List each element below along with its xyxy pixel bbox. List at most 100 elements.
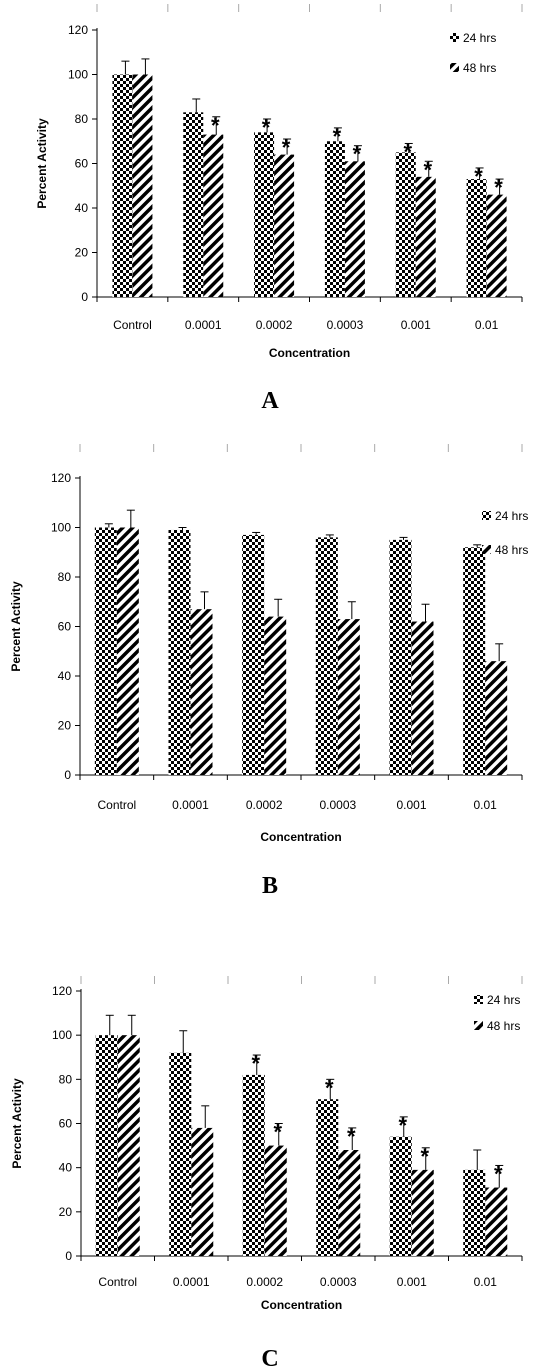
y-tick-label: 100 xyxy=(68,68,88,82)
y-tick-label: 40 xyxy=(58,669,72,683)
bar-48hrs xyxy=(485,661,508,775)
bar-24hrs xyxy=(389,1136,412,1256)
bar-24hrs xyxy=(94,527,117,775)
x-tick-label: 0.01 xyxy=(474,1275,498,1289)
panel-b: 0 20 40 60 80 100 120 Control 0.0001 0.0002 0.0003… xyxy=(0,440,541,900)
significance-star: * xyxy=(353,142,362,167)
y-tick-label: 20 xyxy=(75,246,89,260)
x-axis-title: Concentration xyxy=(269,346,350,360)
significance-star: * xyxy=(273,1120,282,1145)
bar-48hrs xyxy=(274,154,295,297)
significance-star: * xyxy=(262,115,271,140)
x-tick-label: 0.001 xyxy=(397,1275,427,1289)
significance-star: * xyxy=(403,139,412,164)
y-tick-label: 80 xyxy=(59,1072,73,1086)
significance-star: * xyxy=(494,175,503,200)
y-tick-label: 60 xyxy=(58,620,72,634)
x-tick-label: 0.0003 xyxy=(319,798,356,812)
bar-48hrs xyxy=(264,616,287,775)
significance-star: * xyxy=(420,1144,429,1169)
y-tick-label: 0 xyxy=(64,768,71,782)
x-tick-label: 0.01 xyxy=(475,318,499,332)
bar-24hrs xyxy=(183,112,204,297)
bar-48hrs xyxy=(203,134,224,297)
y-tick-label: 20 xyxy=(59,1205,73,1219)
panel-label: C xyxy=(261,1346,278,1372)
bar-24hrs xyxy=(169,1052,192,1256)
bar-24hrs xyxy=(112,74,133,297)
legend-swatch-48hrs xyxy=(482,545,491,554)
legend-label: 48 hrs xyxy=(487,1019,520,1033)
significance-star: * xyxy=(423,157,432,182)
x-tick-label: 0.0003 xyxy=(327,318,364,332)
bar-48hrs xyxy=(338,1150,361,1256)
legend-label: 48 hrs xyxy=(495,543,528,557)
panel-a: 0 20 40 60 80 100 120 Control * 0.0001 * * 0.0002 * * 0… xyxy=(0,0,541,430)
y-tick-label: 60 xyxy=(59,1117,73,1131)
y-tick-label: 120 xyxy=(51,471,71,485)
bar-24hrs xyxy=(389,539,412,775)
panel-label: B xyxy=(262,873,278,899)
legend-label: 48 hrs xyxy=(463,61,496,75)
chart-c: 0 20 40 60 80 100 120 Control 0.0001 * * 0.0002 * * 0.… xyxy=(10,976,523,1372)
legend-label: 24 hrs xyxy=(463,31,496,45)
y-tick-label: 0 xyxy=(81,290,88,304)
legend-label: 24 hrs xyxy=(487,993,520,1007)
y-tick-label: 20 xyxy=(58,719,72,733)
legend-swatch-24hrs xyxy=(482,511,491,520)
x-tick-label: Control xyxy=(97,798,136,812)
chart-a: 0 20 40 60 80 100 120 Control * 0.0001 * * 0.0002 * * 0… xyxy=(35,4,523,414)
y-axis-title: Percent Activity xyxy=(9,581,23,672)
legend-swatch-24hrs xyxy=(450,33,459,42)
significance-star: * xyxy=(211,113,220,138)
bar-24hrs xyxy=(95,1035,118,1256)
panel-label: A xyxy=(261,388,279,414)
x-tick-label: Control xyxy=(113,318,152,332)
y-tick-label: 100 xyxy=(52,1028,72,1042)
bar-24hrs xyxy=(242,1074,265,1256)
y-axis-title: Percent Activity xyxy=(10,1078,24,1169)
y-tick-label: 120 xyxy=(52,984,72,998)
panel-c: 0 20 40 60 80 100 120 Control 0.0001 * * 0.0002 * * 0.… xyxy=(0,900,541,1372)
significance-star: * xyxy=(325,1075,334,1100)
x-tick-label: 0.0003 xyxy=(320,1275,357,1289)
bar-48hrs xyxy=(486,194,507,297)
y-tick-label: 0 xyxy=(65,1249,72,1263)
x-tick-label: 0.001 xyxy=(396,798,426,812)
bar-24hrs xyxy=(242,534,265,775)
bar-48hrs xyxy=(117,1035,140,1256)
bar-48hrs xyxy=(116,527,139,775)
bar-24hrs xyxy=(466,179,487,297)
bar-48hrs xyxy=(411,621,434,775)
bar-48hrs xyxy=(191,1127,214,1256)
x-tick-label: Control xyxy=(98,1275,137,1289)
bar-24hrs xyxy=(168,529,191,775)
bar-48hrs xyxy=(415,176,436,297)
bar-24hrs xyxy=(316,1099,339,1256)
x-tick-label: 0.0002 xyxy=(246,798,283,812)
bar-48hrs xyxy=(411,1169,434,1256)
legend-swatch-24hrs xyxy=(474,995,483,1004)
significance-star: * xyxy=(474,164,483,189)
significance-star: * xyxy=(333,124,342,149)
x-axis-title: Concentration xyxy=(260,830,341,844)
significance-star: * xyxy=(398,1113,407,1138)
x-tick-label: 0.0001 xyxy=(185,318,222,332)
x-tick-label: 0.0001 xyxy=(172,798,209,812)
bar-24hrs xyxy=(324,141,345,297)
bar-24hrs xyxy=(395,152,416,297)
x-tick-label: 0.0002 xyxy=(256,318,293,332)
legend-swatch-48hrs xyxy=(450,63,459,72)
x-axis-title: Concentration xyxy=(261,1298,342,1312)
y-axis-title: Percent Activity xyxy=(35,118,49,209)
bar-24hrs xyxy=(315,537,338,775)
bar-48hrs xyxy=(264,1145,287,1256)
chart-b: 0 20 40 60 80 100 120 Control 0.0001 0.0002 0.0003… xyxy=(9,444,528,899)
x-tick-label: 0.01 xyxy=(473,798,497,812)
significance-star: * xyxy=(494,1161,503,1186)
bar-48hrs xyxy=(337,619,360,775)
y-tick-label: 80 xyxy=(58,570,72,584)
significance-star: * xyxy=(282,135,291,160)
y-tick-label: 40 xyxy=(75,201,89,215)
bar-48hrs xyxy=(132,74,153,297)
